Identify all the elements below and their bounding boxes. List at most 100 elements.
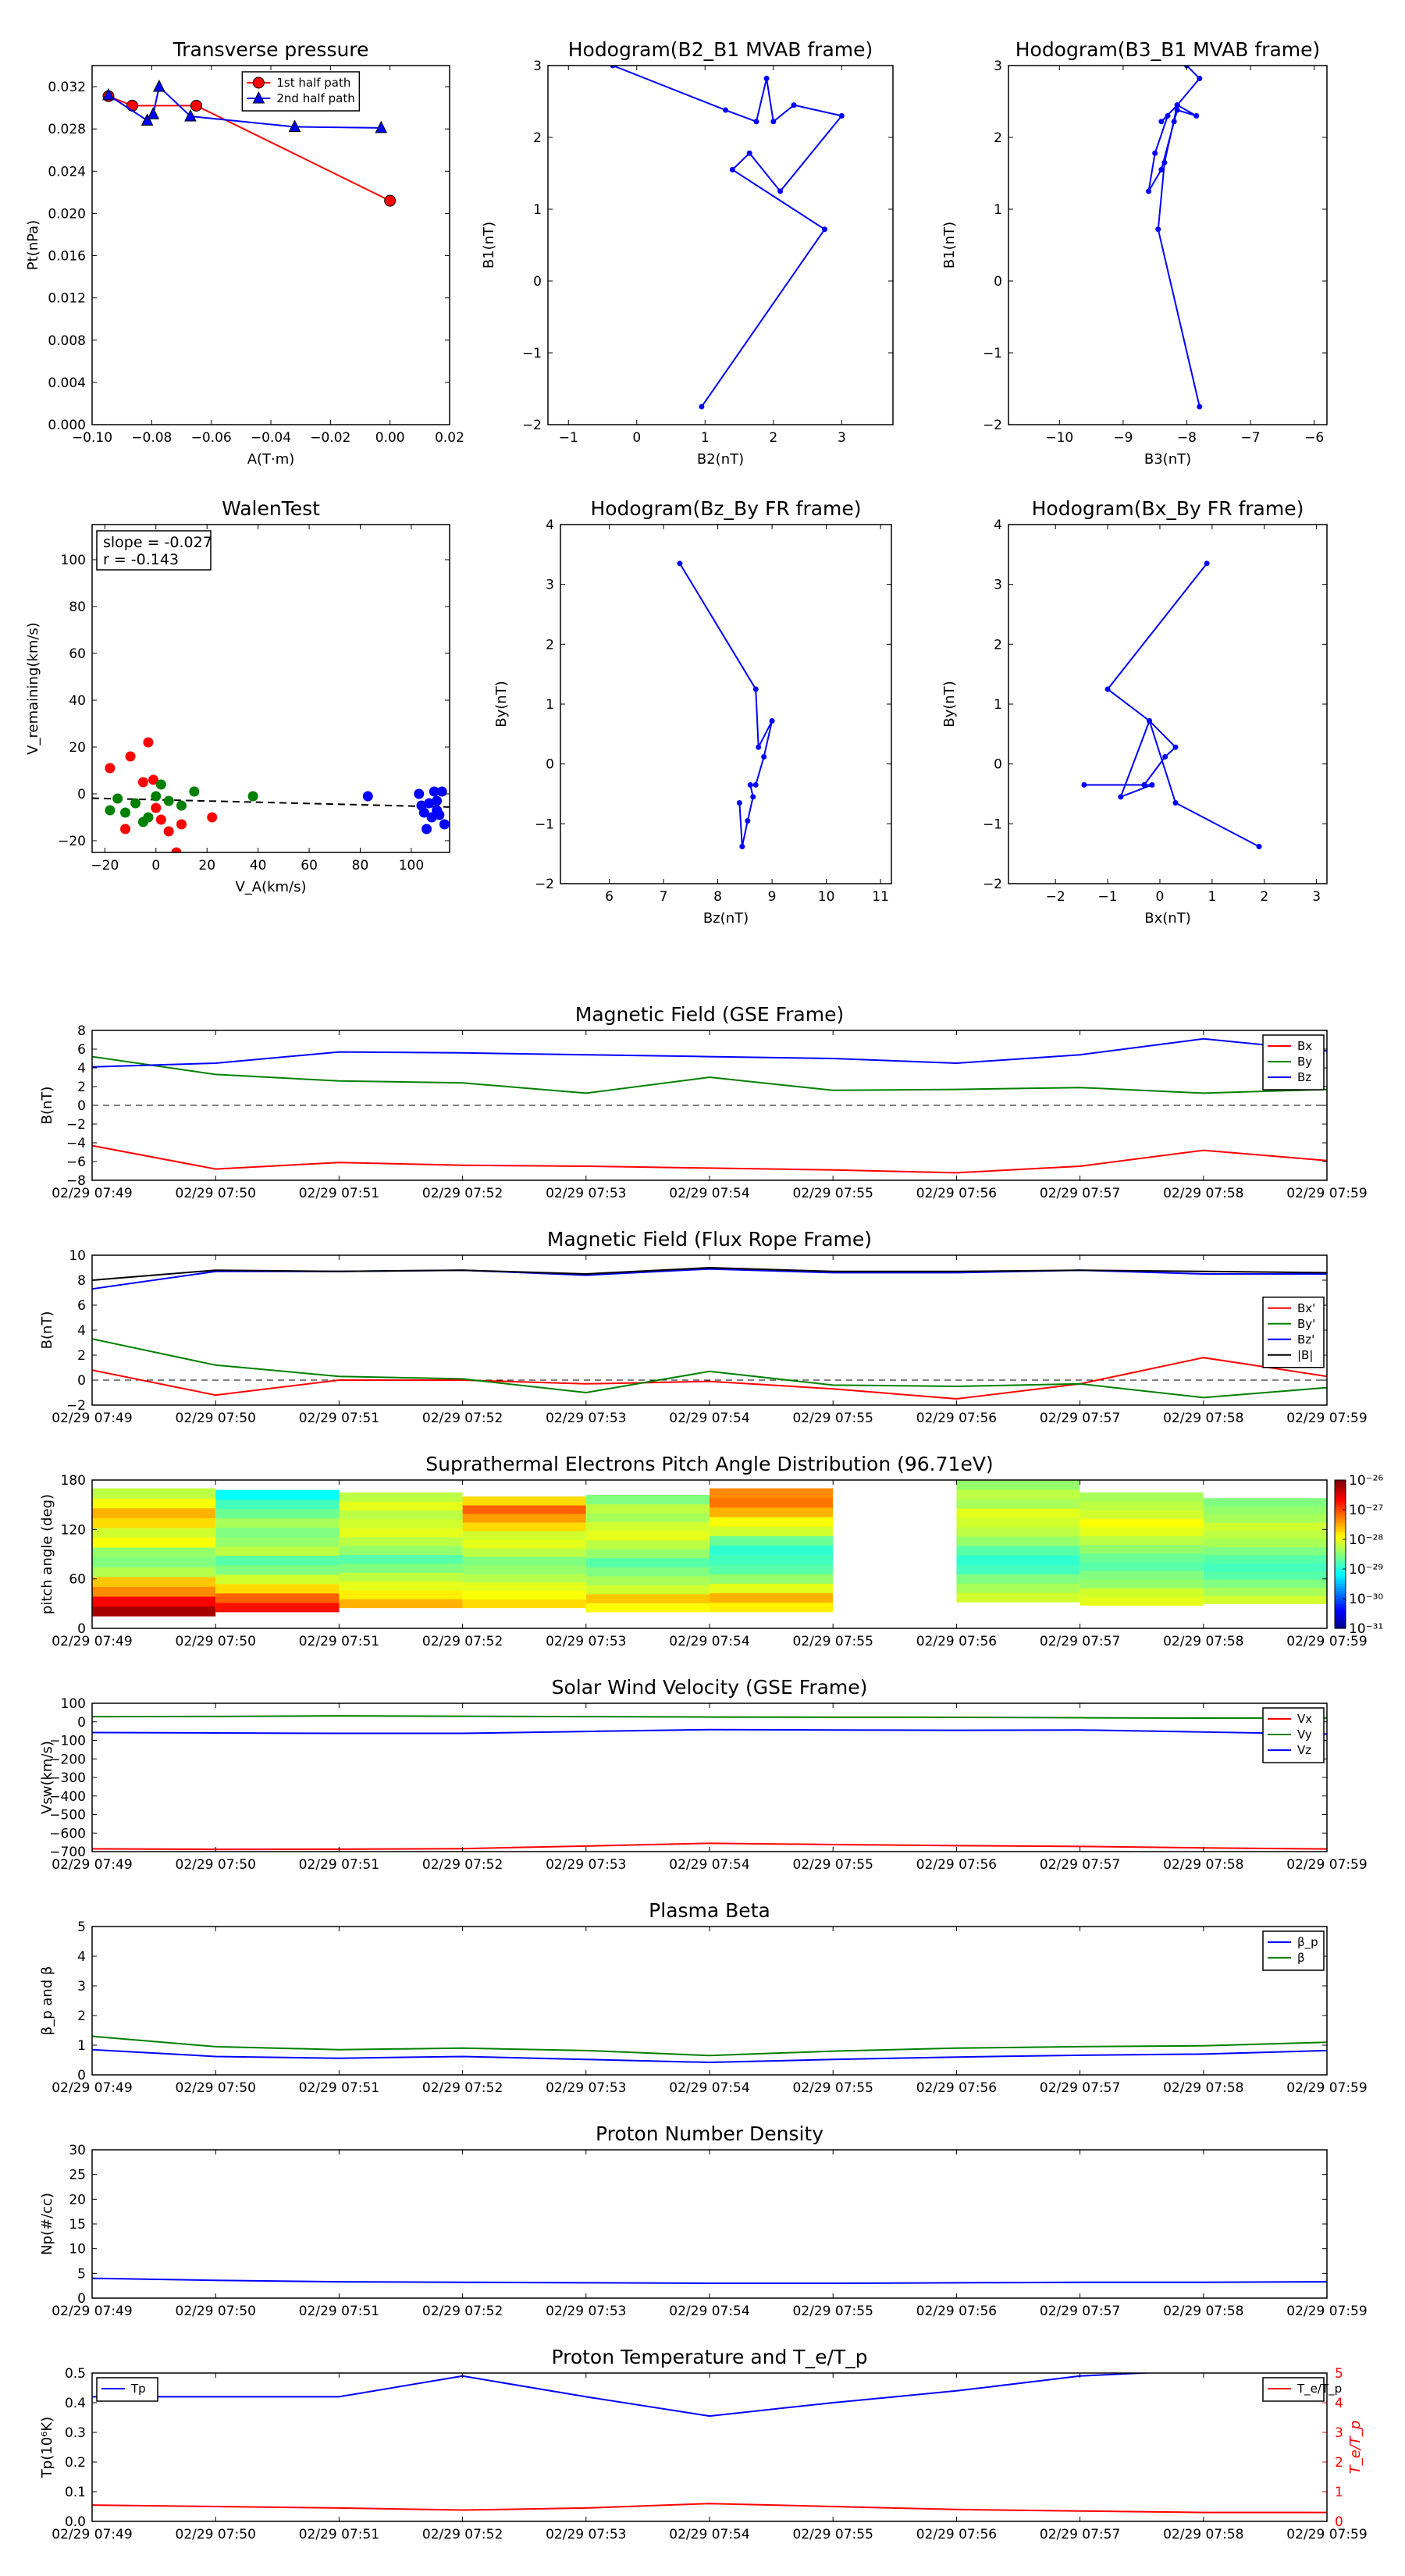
colorbar-step	[1335, 1519, 1346, 1523]
plot-frame	[91, 65, 450, 425]
chart-vsw: 02/29 07:49 02/29 07:50 02/29 07:51 02/29 0…	[39, 1676, 1368, 1873]
legend-label: Bx	[1297, 1039, 1312, 1053]
x-tick-label: 02/29 07:51	[299, 1857, 379, 1873]
x-tick-label: 02/29 07:59	[1286, 2080, 1367, 2096]
data-marker	[750, 794, 756, 800]
y-tick-label: −8	[66, 1173, 86, 1189]
chart-title: Magnetic Field (Flux Rope Frame)	[547, 1228, 872, 1251]
colorbar-step	[1335, 1525, 1346, 1528]
heatmap-cell	[710, 1526, 834, 1536]
x-axis-label: Bx(nT)	[1144, 910, 1190, 927]
y-axis-label: pitch angle (deg)	[39, 1494, 55, 1614]
colorbar-step	[1335, 1542, 1346, 1545]
heatmap-cell	[1080, 1570, 1204, 1580]
heatmap-cell	[585, 1567, 710, 1577]
heatmap-cell	[215, 1555, 340, 1566]
x-tick-label: 02/29 07:58	[1163, 1411, 1243, 1426]
x-tick-label: 10	[818, 889, 835, 905]
heatmap-cell	[956, 1517, 1080, 1528]
series-line	[92, 1055, 1327, 1094]
y-tick-label: 1	[77, 2038, 86, 2054]
x-tick-label: 02/29 07:51	[299, 2080, 379, 2096]
y-tick-label: 4	[77, 1061, 86, 1076]
data-marker	[1197, 404, 1203, 410]
x-tick-label: 02/29 07:55	[793, 2304, 873, 2319]
y-tick-label: 15	[69, 2217, 86, 2233]
colorbar-step	[1335, 1606, 1346, 1610]
data-layer	[102, 79, 397, 207]
plot-frame	[91, 524, 450, 853]
colorbar-step	[1335, 1485, 1346, 1489]
x-tick-label: 02/29 07:59	[1286, 2304, 1367, 2319]
data-marker	[1081, 782, 1087, 788]
scatter-point	[436, 786, 447, 797]
heatmap-cell	[585, 1603, 710, 1613]
heatmap-cell	[92, 1557, 216, 1567]
colorbar-step	[1335, 1614, 1346, 1617]
heatmap-cell	[1203, 1595, 1327, 1604]
colorbar-step	[1335, 1621, 1346, 1624]
x-tick-label: −9	[1113, 430, 1133, 446]
heatmap-cell	[1203, 1514, 1327, 1523]
series-line	[108, 95, 391, 202]
heatmap-cell	[215, 1564, 340, 1575]
x-axis-label: V_A(km/s)	[235, 879, 306, 895]
heatmap-cell	[215, 1546, 340, 1557]
x-tick-label: 02/29 07:52	[422, 1857, 503, 1873]
chart-h1: −1 0 1 2 3 −2 −1 0 1 2 3 Hodogram(B2_B1 MVAB frame)…	[481, 38, 894, 468]
data-marker	[761, 753, 767, 760]
y-tick-label: 1	[994, 202, 1002, 218]
heatmap-cell	[585, 1593, 710, 1603]
colorbar-step	[1335, 1564, 1346, 1567]
x-tick-label: 02/29 07:57	[1040, 1634, 1120, 1649]
y-tick-label: 0	[77, 1373, 86, 1389]
heatmap-cell	[215, 1592, 340, 1603]
x-tick-label: 0	[1156, 889, 1165, 905]
x-tick-label: 02/29 07:59	[1286, 1857, 1367, 1873]
y-tick-label: 6	[77, 1042, 86, 1058]
scatter-point	[155, 814, 166, 825]
heatmap-cell	[339, 1589, 463, 1599]
x-tick-label: 7	[660, 889, 668, 905]
x-tick-label: 02/29 07:56	[916, 1634, 997, 1649]
x-tick-label: 02/29 07:52	[422, 2527, 503, 2542]
heatmap-cell	[956, 1508, 1080, 1518]
heatmap-cell	[1080, 1535, 1204, 1546]
heatmap-cell	[956, 1574, 1080, 1584]
scatter-point	[137, 777, 148, 788]
heatmap-cell	[1203, 1522, 1327, 1532]
data-layer	[1146, 66, 1203, 410]
legend-label: Vz	[1297, 1743, 1311, 1757]
chart-title: Suprathermal Electrons Pitch Angle Distr…	[425, 1453, 993, 1475]
data-marker	[1197, 76, 1203, 82]
heatmap-cell	[462, 1564, 586, 1574]
data-marker	[746, 150, 752, 156]
heatmap-cell	[339, 1563, 463, 1573]
chart-title: Hodogram(Bz_By FR frame)	[590, 497, 861, 520]
heatmap-cell	[1080, 1544, 1204, 1554]
plot-frame	[560, 524, 892, 884]
data-layer	[92, 737, 450, 852]
x-tick-label: 0.02	[435, 430, 464, 446]
heatmap-cell	[339, 1528, 463, 1538]
scatter-point	[151, 791, 162, 802]
y2-tick-label: 3	[1335, 2425, 1343, 2441]
x-tick-label: 60	[301, 858, 318, 873]
y-tick-label: 4	[77, 1949, 86, 1965]
y-tick-label: −300	[49, 1770, 86, 1786]
x-tick-label: 02/29 07:51	[299, 2527, 379, 2542]
scatter-point	[171, 847, 182, 852]
colorbar-step	[1335, 1593, 1346, 1597]
data-marker	[1158, 119, 1165, 125]
data-layer	[92, 1266, 1327, 1400]
data-layer	[610, 66, 845, 410]
heatmap-cell	[710, 1583, 834, 1594]
legend-label: Vy	[1297, 1727, 1312, 1742]
heatmap-cell	[710, 1497, 834, 1508]
heatmap-cell	[462, 1505, 586, 1514]
x-tick-label: 0	[151, 858, 160, 873]
x-tick-label: 02/29 07:55	[793, 1186, 873, 1201]
y-tick-label: 0	[533, 274, 542, 290]
x-tick-label: 0	[632, 430, 641, 446]
x-tick-label: 02/29 07:56	[916, 2527, 997, 2542]
